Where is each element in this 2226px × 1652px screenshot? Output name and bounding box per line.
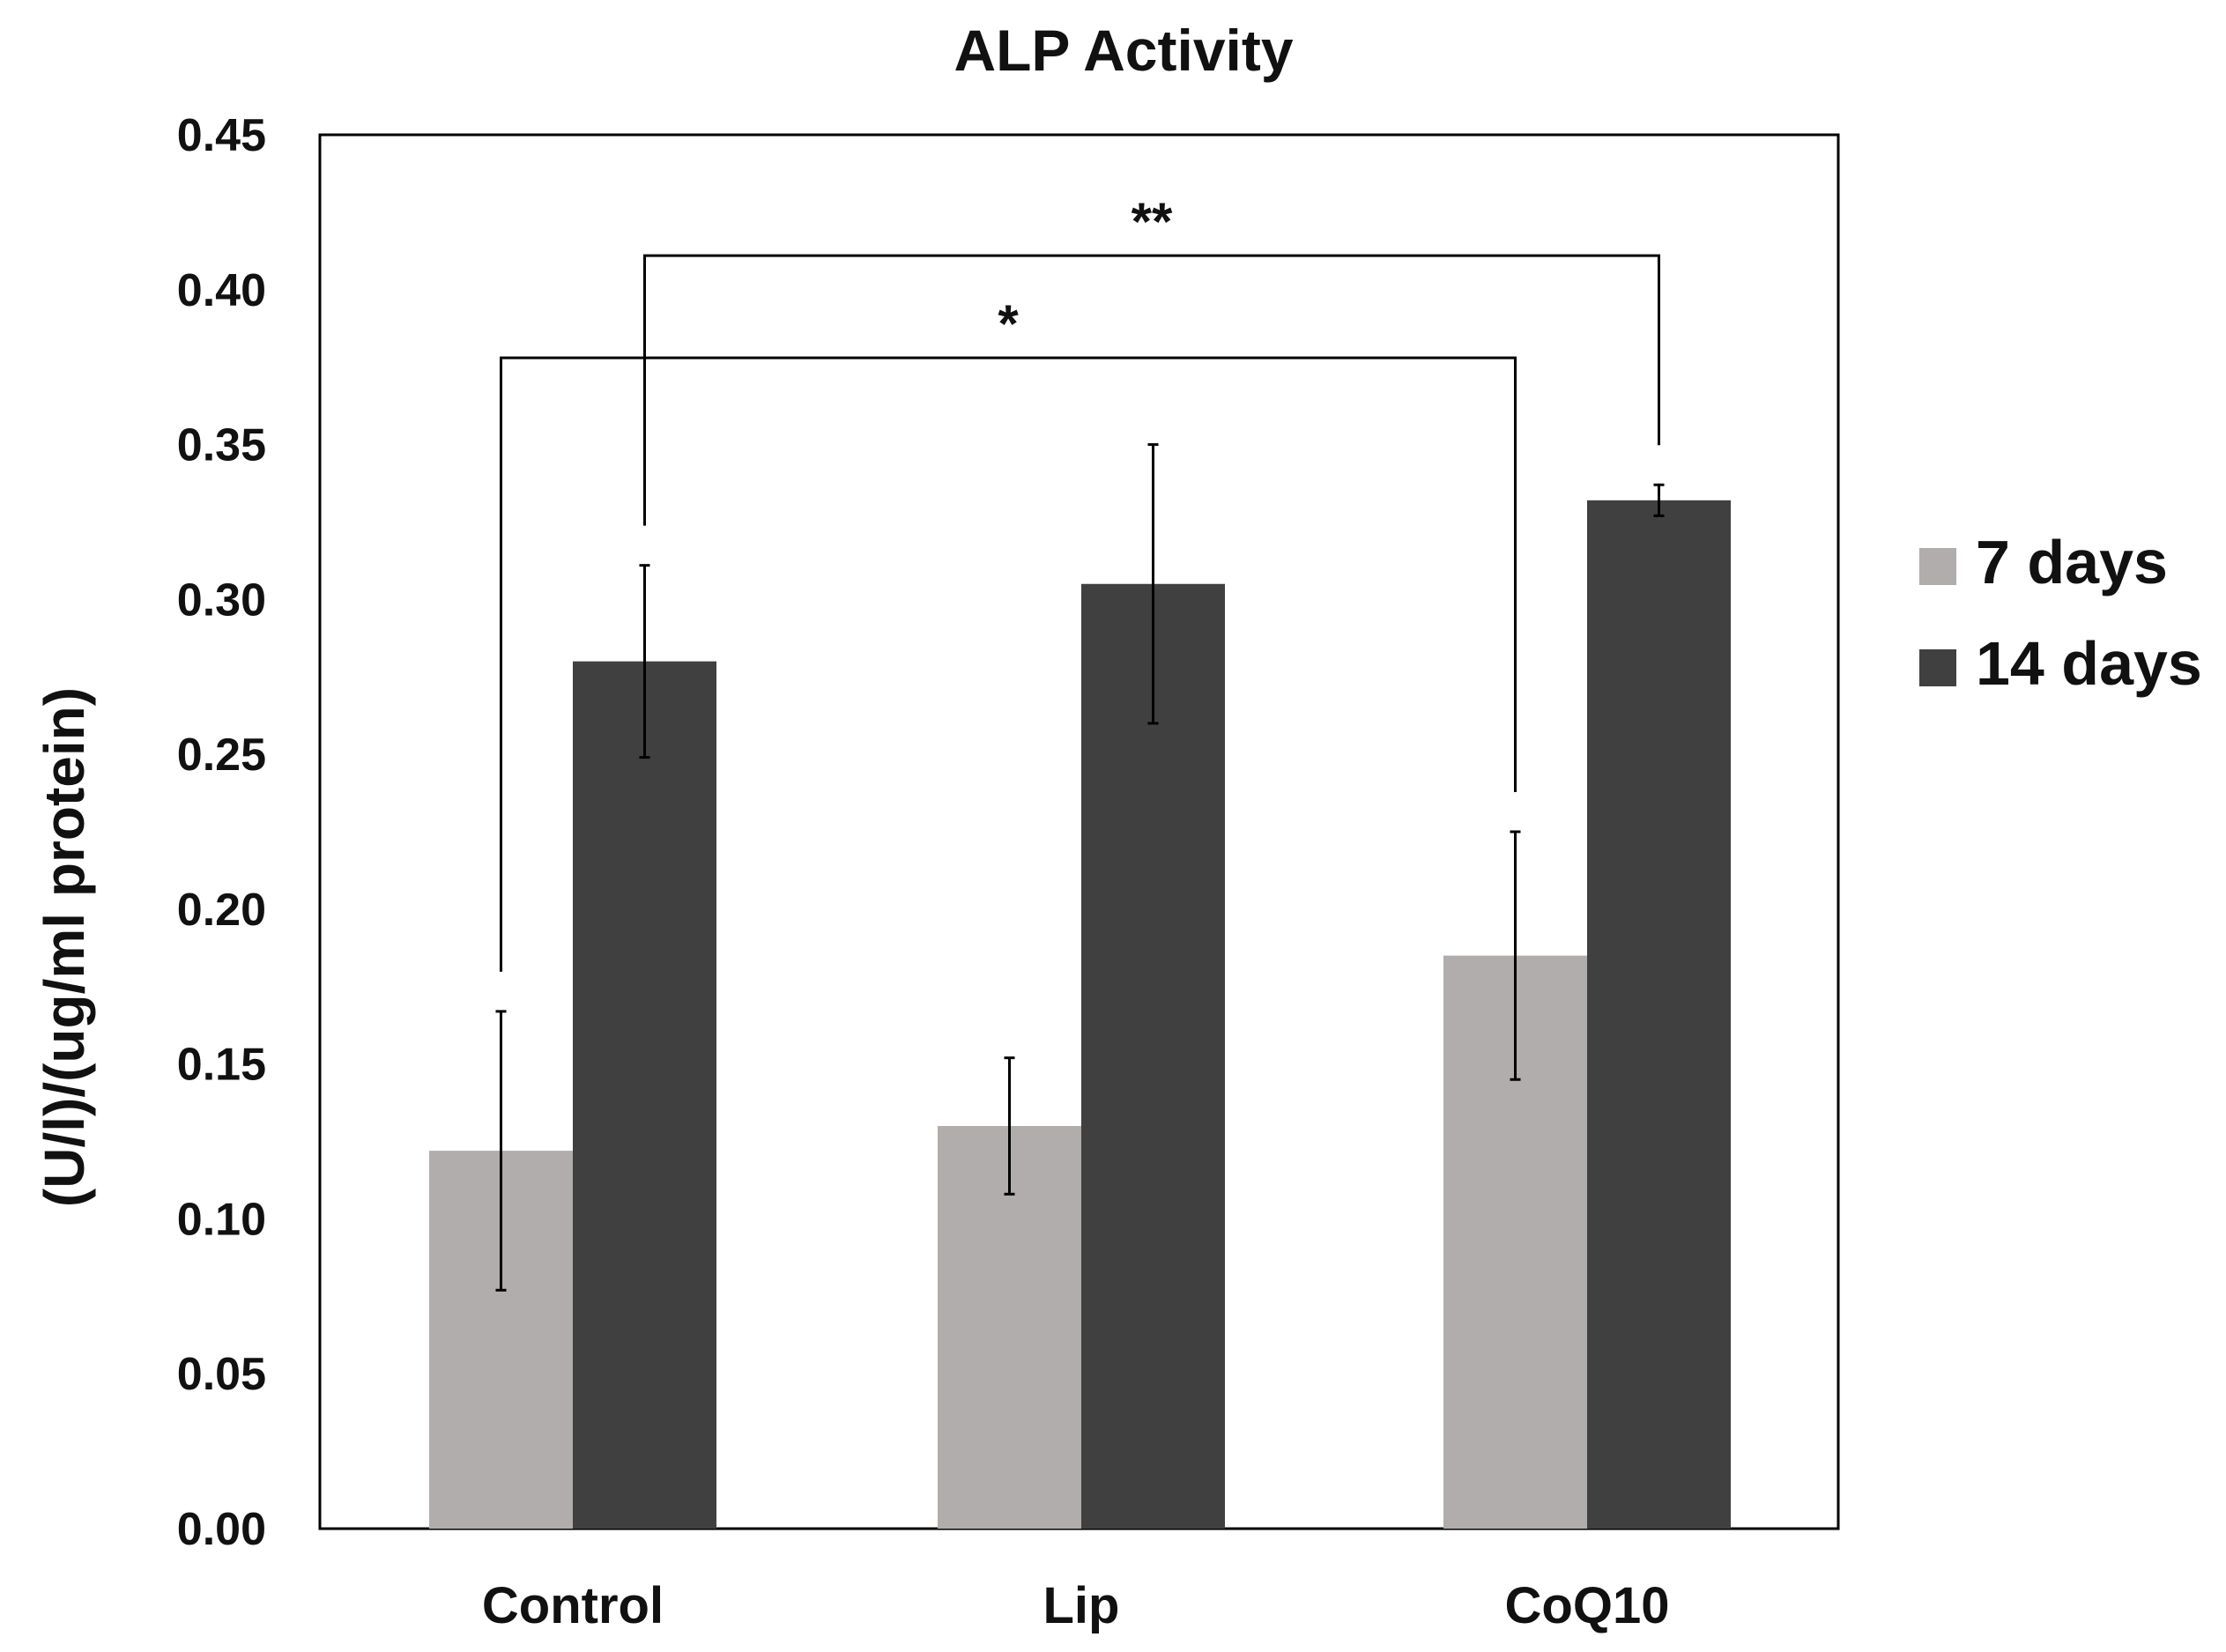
x-tick-label: Lip	[1043, 1577, 1120, 1634]
legend-label: 14 days	[1976, 629, 2202, 698]
x-tick-label: CoQ10	[1505, 1577, 1670, 1634]
error-bars	[495, 443, 1665, 1292]
legend: 7 days 14 days	[1919, 528, 2202, 698]
significance-bracket	[643, 254, 1660, 526]
significance-label: **	[1132, 192, 1173, 251]
y-tick-label: 0.10	[177, 1194, 266, 1245]
x-tick-label: Control	[482, 1577, 664, 1634]
legend-label: 7 days	[1976, 528, 2168, 596]
y-tick-label: 0.30	[177, 574, 266, 626]
significance-label: *	[998, 294, 1019, 353]
significance-bracket	[500, 356, 1517, 972]
chart-title: ALP Activity	[953, 18, 1293, 83]
bar	[1081, 583, 1225, 1529]
y-tick-label: 0.05	[177, 1349, 266, 1400]
y-axis-ticks: 0.00 0.05 0.10 0.15 0.20 0.25 0.30 0.35 0.40 0.45	[177, 110, 266, 1555]
y-tick-label: 0.35	[177, 420, 266, 471]
significance-brackets: ***	[500, 192, 1660, 972]
legend-swatch	[1919, 649, 1956, 686]
y-tick-label: 0.45	[177, 110, 266, 161]
legend-swatch	[1919, 548, 1956, 585]
y-tick-label: 0.20	[177, 885, 266, 936]
y-tick-label: 0.25	[177, 730, 266, 781]
bar	[573, 661, 716, 1529]
x-axis-labels: Control Lip CoQ10	[482, 1577, 1670, 1634]
bar	[1587, 500, 1731, 1529]
y-tick-label: 0.40	[177, 265, 266, 316]
y-axis-label: (U/l)/(ug/ml protein)	[33, 687, 96, 1207]
y-tick-label: 0.15	[177, 1040, 266, 1091]
y-tick-label: 0.00	[177, 1504, 266, 1555]
bars	[429, 500, 1731, 1529]
